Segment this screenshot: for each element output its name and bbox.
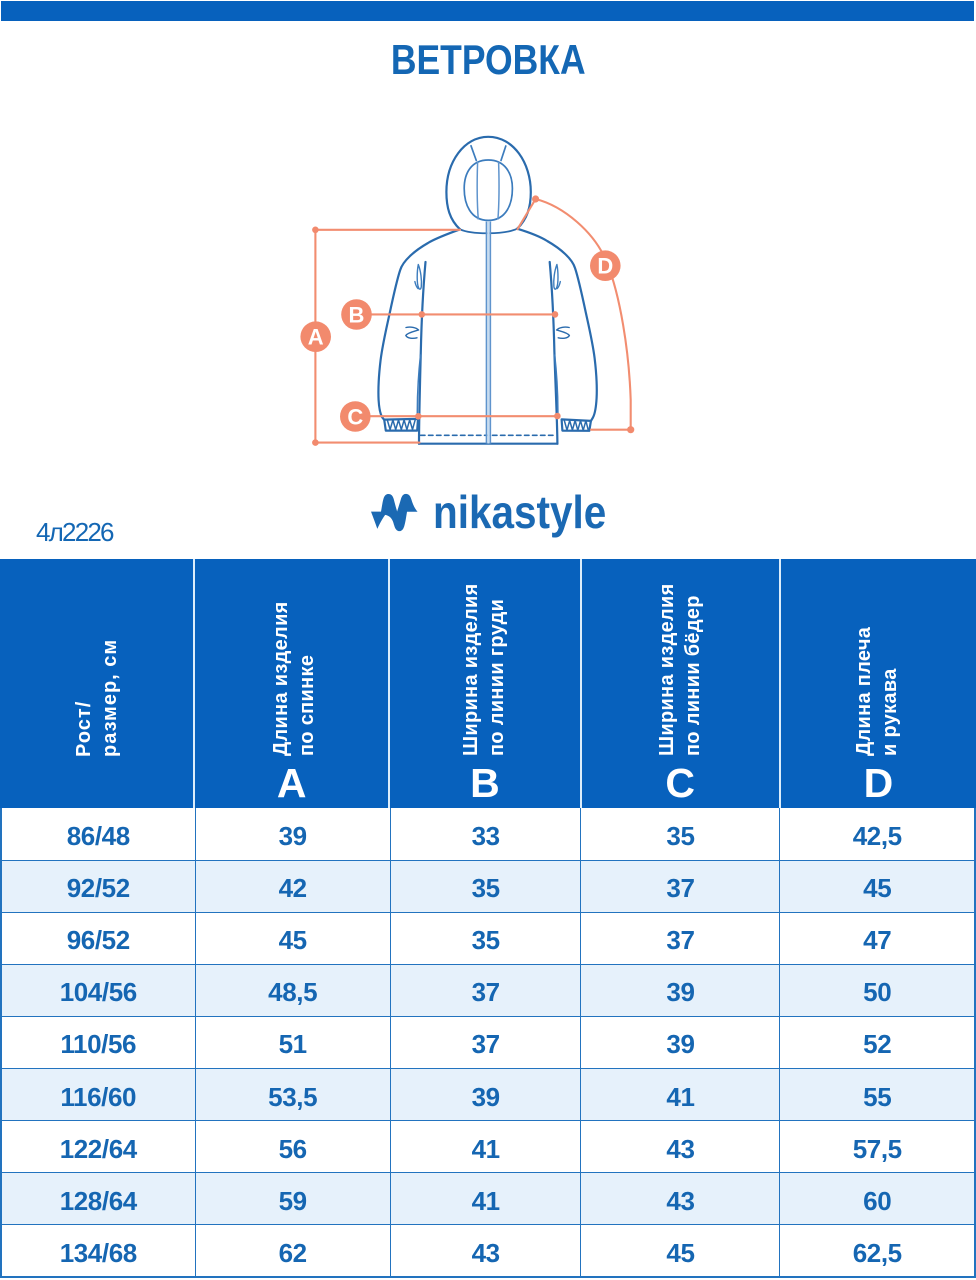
svg-text:B: B [349, 302, 365, 327]
svg-text:C: C [347, 404, 363, 429]
svg-text:A: A [308, 325, 324, 350]
svg-text:D: D [597, 254, 613, 279]
